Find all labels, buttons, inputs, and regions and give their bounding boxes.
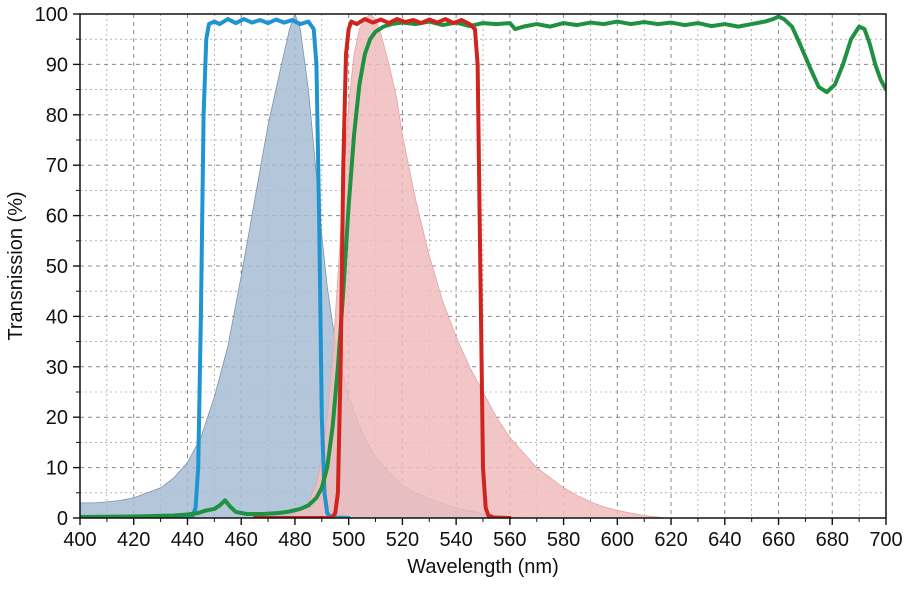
y-tick-label: 10	[46, 458, 68, 480]
x-tick-label: 420	[117, 529, 150, 551]
y-tick-label: 100	[35, 4, 68, 26]
y-tick-label: 90	[46, 54, 68, 76]
y-tick-label: 0	[57, 508, 68, 530]
x-axis-label: Wavelength (nm)	[407, 556, 559, 578]
x-tick-label: 400	[63, 529, 96, 551]
y-tick-label: 50	[46, 256, 68, 278]
x-tick-label: 560	[493, 529, 526, 551]
x-tick-label: 480	[278, 529, 311, 551]
x-tick-label: 700	[869, 529, 902, 551]
x-tick-label: 600	[601, 529, 634, 551]
y-tick-label: 30	[46, 357, 68, 379]
x-tick-label: 580	[547, 529, 580, 551]
y-tick-label: 60	[46, 206, 68, 228]
x-tick-label: 660	[762, 529, 795, 551]
y-tick-label: 70	[46, 155, 68, 177]
x-tick-label: 620	[654, 529, 687, 551]
x-tick-label: 680	[816, 529, 849, 551]
y-axis-label: Transnission (%)	[5, 191, 27, 340]
y-tick-label: 80	[46, 105, 68, 127]
y-tick-label: 40	[46, 306, 68, 328]
y-tick-label: 20	[46, 407, 68, 429]
spectra-chart: 4004204404604805005205405605806006206406…	[0, 0, 906, 591]
x-tick-label: 500	[332, 529, 365, 551]
x-tick-label: 540	[439, 529, 472, 551]
chart-svg: 4004204404604805005205405605806006206406…	[0, 0, 906, 591]
x-tick-label: 520	[386, 529, 419, 551]
x-tick-label: 640	[708, 529, 741, 551]
x-tick-label: 440	[171, 529, 204, 551]
x-tick-label: 460	[225, 529, 258, 551]
